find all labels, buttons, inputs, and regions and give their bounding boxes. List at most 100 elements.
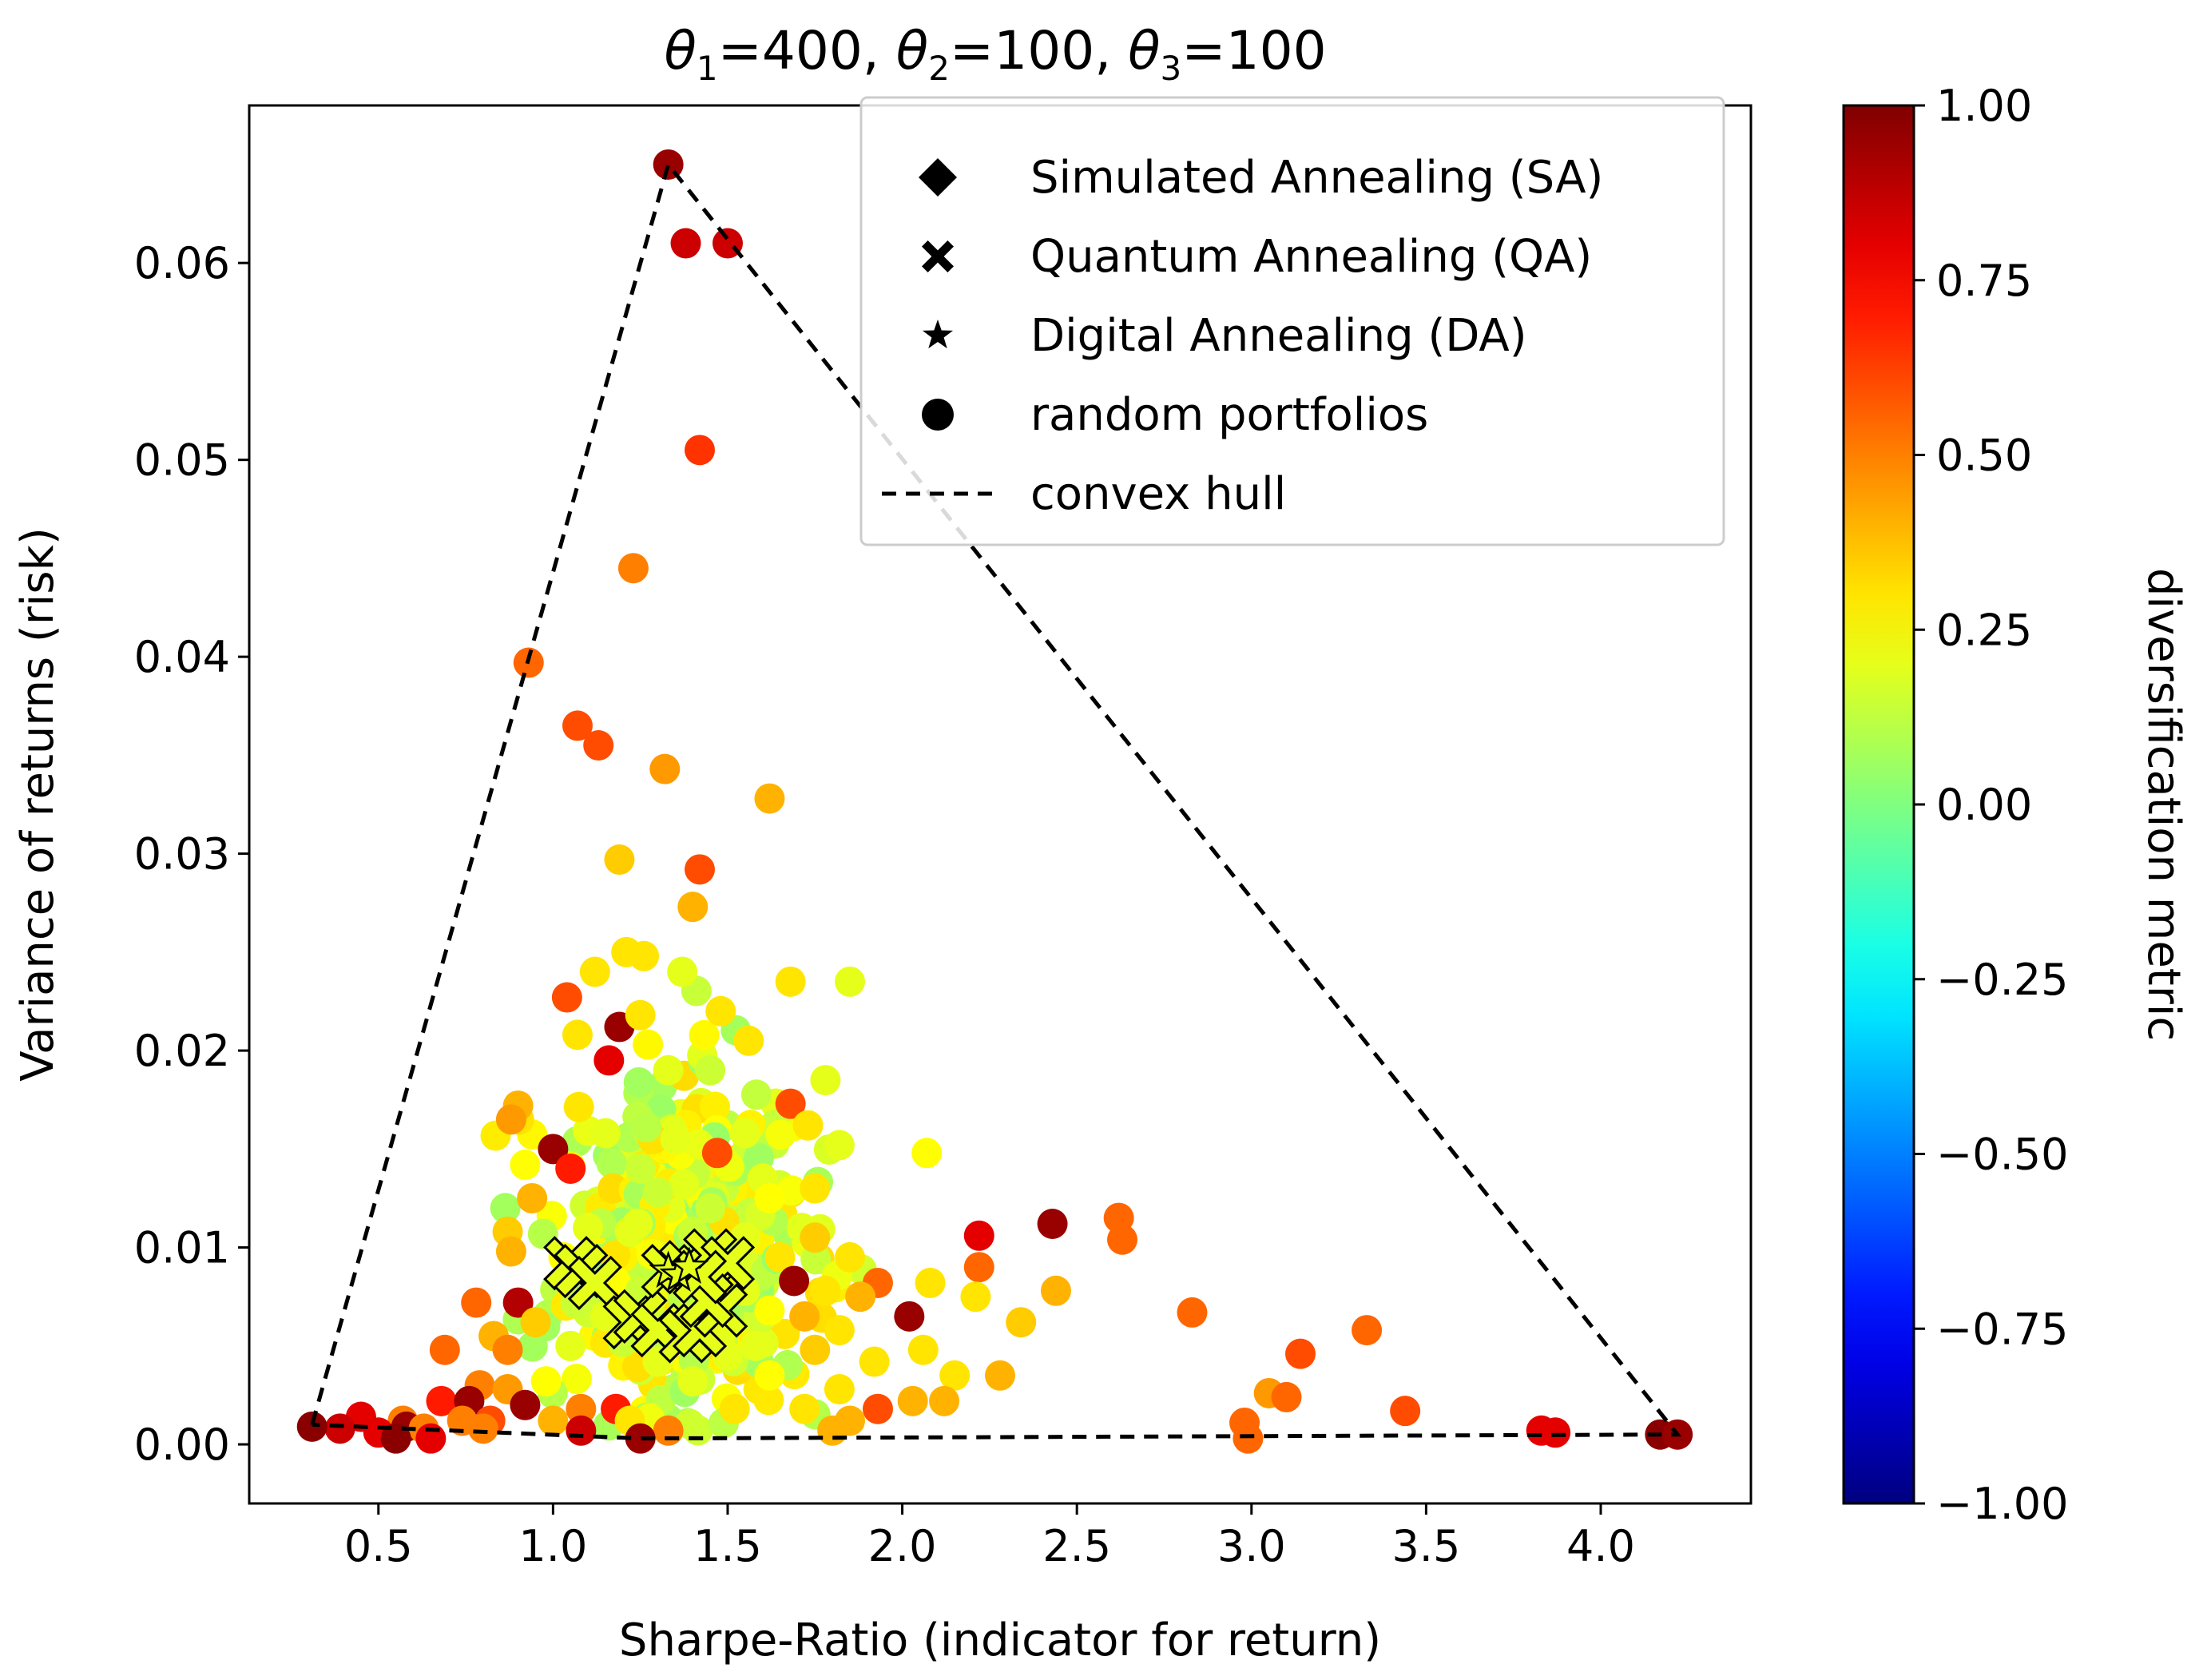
y-tick-label: 0.02 [134,1026,230,1076]
random-portfolio-point [495,1104,526,1135]
random-portfolio-point [625,1153,656,1184]
random-portfolio-point [1352,1315,1383,1346]
random-portfolio-point [555,1153,586,1184]
random-portfolio-point [596,1148,627,1179]
y-tick-label: 0.00 [134,1420,230,1470]
random-portfolio-point [517,1182,548,1213]
random-portfolio-point [555,1330,586,1361]
random-portfolio-point [642,1177,673,1208]
random-portfolio-point [625,1423,656,1454]
random-portfolio-point [1040,1275,1071,1306]
random-portfolio-point [789,1301,820,1332]
x-tick-label: 3.0 [1217,1521,1286,1571]
random-portfolio-point [695,1193,726,1224]
legend-diamond-icon [919,158,957,197]
random-portfolio-point [963,1220,994,1251]
random-portfolio-point [492,1334,523,1365]
random-portfolio-point [754,1182,785,1213]
da-marker [669,1246,709,1285]
random-portfolio-point [800,1334,831,1365]
random-portfolio-point [907,1334,939,1365]
x-tick-label: 2.5 [1042,1521,1111,1571]
colorbar-tick-label: −0.25 [1936,955,2068,1005]
x-axis-title: Sharpe-Ratio (indicator for return) [619,1614,1381,1666]
x-tick-label: 4.0 [1566,1521,1635,1571]
random-portfolio-point [629,940,660,971]
random-portfolio-point [625,999,656,1031]
random-portfolio-point [1390,1396,1421,1427]
title-sub-2: 2 [928,49,950,88]
random-portfolio-point [800,1173,831,1204]
random-portfolio-point [789,1393,820,1424]
random-portfolio-point [1006,1307,1037,1338]
random-portfolio-point [653,1054,684,1086]
legend-x-icon [922,240,954,272]
random-portfolio-point [915,1267,946,1298]
random-portfolio-point [835,966,865,997]
legend-circle-icon [922,399,954,431]
random-portfolio-point [538,1405,569,1436]
random-portfolio-point [633,1029,664,1060]
random-portfolio-point [800,1222,831,1253]
random-portfolio-point [1037,1209,1068,1239]
random-portfolio-point [754,1360,785,1391]
random-portfolio-point [733,1025,764,1056]
colorbar-tick-label: −0.50 [1936,1130,2068,1180]
random-portfolio-point [502,1287,534,1318]
random-portfolio-point [700,1091,731,1122]
random-portfolio-point [835,1241,865,1273]
colorbar-tick-label: 0.00 [1936,780,2032,830]
title-theta-2: θ [896,20,928,81]
random-portfolio-point [614,1216,645,1247]
convex-hull-line [310,160,1682,1441]
colorbar-title: diversification metric [2138,568,2189,1041]
random-portfolio-point [380,1423,411,1454]
title-eq-1: =400, [718,20,896,81]
random-portfolio-point [705,995,736,1027]
colorbar-tick-label: 0.25 [1936,605,2032,655]
x-tick-label: 3.5 [1391,1521,1460,1571]
random-portfolio-point [824,1315,855,1346]
x-tick-label: 1.0 [518,1521,587,1571]
random-portfolio-point [677,892,709,923]
random-portfolio-point [660,1124,691,1155]
random-portfolio-point [677,1366,709,1397]
y-tick-label: 0.03 [134,829,230,880]
random-portfolio-point [939,1360,971,1391]
legend-label: Digital Annealing (DA) [1030,310,1527,362]
x-tick-label: 2.0 [868,1521,937,1571]
random-portfolio-point [765,1119,796,1150]
y-tick-label: 0.01 [134,1223,230,1273]
random-portfolio-point [495,1236,526,1267]
colorbar-tick-label: −0.75 [1936,1304,2068,1354]
y-tick-label: 0.05 [134,435,230,486]
title-sub-1: 1 [697,49,718,88]
random-portfolio-point [810,1275,841,1306]
random-portfolio-point [669,1169,700,1200]
random-portfolio-point [593,1045,625,1076]
random-portfolio-point [429,1334,460,1365]
random-portfolio-point [740,1079,772,1110]
random-portfolio-point [689,1019,720,1050]
chart-title: θ1=400, θ2=100, θ3=100 [664,20,1326,88]
random-portfolio-point [667,956,698,987]
y-tick-label: 0.04 [134,632,230,682]
random-portfolio-point [1107,1224,1138,1255]
random-portfolio-point [566,1415,597,1446]
random-portfolio-point [845,1281,876,1313]
random-portfolio-point [685,435,715,466]
random-portfolio-point [510,1150,541,1181]
random-portfolio-point [911,1138,943,1169]
colorbar-gradient [1842,104,1915,1505]
random-portfolio-point [740,1330,771,1361]
random-portfolio-point [1540,1417,1571,1448]
random-portfolio-point [685,854,715,885]
x-tick-label: 1.5 [693,1521,762,1571]
random-portfolio-point [561,1364,592,1395]
random-portfolio-point [461,1287,492,1318]
random-portfolio-point [929,1385,960,1416]
title-theta-1: θ [664,20,696,81]
legend-label: random portfolios [1030,389,1428,441]
random-portfolio-point [653,1415,684,1446]
